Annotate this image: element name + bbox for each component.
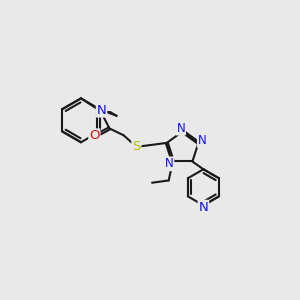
Text: O: O bbox=[89, 129, 100, 142]
Text: N: N bbox=[176, 122, 185, 135]
Text: N: N bbox=[198, 134, 206, 147]
Text: S: S bbox=[132, 140, 141, 153]
Text: N: N bbox=[97, 104, 106, 117]
Text: N: N bbox=[199, 201, 208, 214]
Text: N: N bbox=[165, 157, 173, 170]
